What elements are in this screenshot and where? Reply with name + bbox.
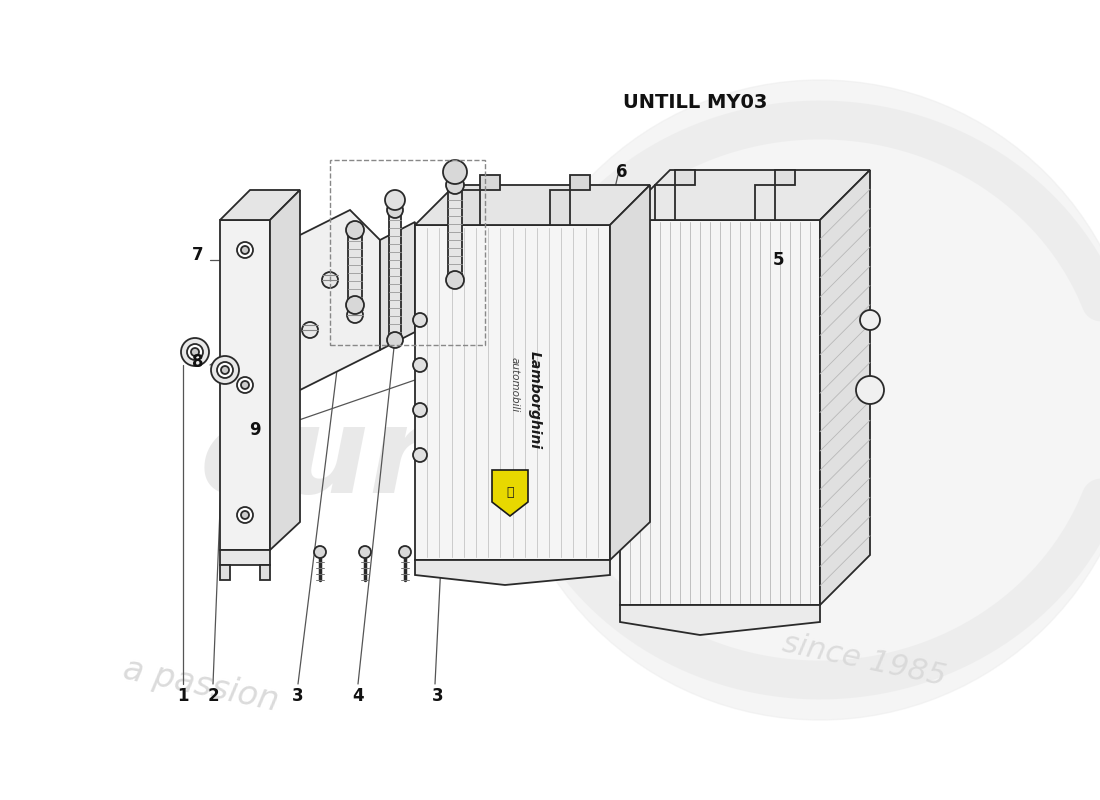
Circle shape [187,344,204,360]
Circle shape [241,381,249,389]
Circle shape [446,176,464,194]
Circle shape [236,377,253,393]
Bar [330,160,485,345]
Text: europ: europ [200,402,602,518]
Text: 1: 1 [177,687,189,705]
Text: 3: 3 [293,687,304,705]
Text: a passion: a passion [120,653,282,718]
Circle shape [412,358,427,372]
Circle shape [236,242,253,258]
Polygon shape [776,170,795,185]
Polygon shape [220,190,300,220]
Circle shape [346,296,364,314]
Polygon shape [654,185,675,220]
Circle shape [500,80,1100,720]
Text: 𝟕: 𝟕 [506,486,514,498]
Circle shape [387,202,403,218]
Text: automobili: automobili [510,358,520,413]
Circle shape [211,356,239,384]
Circle shape [860,310,880,330]
Polygon shape [260,565,270,580]
Text: since 1985: since 1985 [780,629,949,691]
Text: 3: 3 [432,687,443,705]
Polygon shape [570,175,590,190]
Text: 7: 7 [192,246,204,264]
Polygon shape [389,210,402,340]
Circle shape [314,546,326,558]
Text: 6: 6 [616,163,628,181]
Circle shape [385,190,405,210]
Polygon shape [620,170,870,220]
Polygon shape [415,225,610,560]
Circle shape [182,338,209,366]
Circle shape [322,272,338,288]
Polygon shape [610,185,650,560]
Polygon shape [220,565,230,580]
Circle shape [446,271,464,289]
Polygon shape [270,190,300,550]
Polygon shape [492,470,528,516]
Polygon shape [348,230,362,305]
Circle shape [241,511,249,519]
Polygon shape [415,560,610,585]
Polygon shape [460,190,480,225]
Polygon shape [220,550,270,565]
Circle shape [399,546,411,558]
Text: 2: 2 [207,687,219,705]
Circle shape [241,246,249,254]
Polygon shape [550,190,570,225]
Circle shape [856,376,884,404]
Polygon shape [220,220,270,550]
Circle shape [217,362,233,378]
Polygon shape [620,220,820,605]
Circle shape [412,313,427,327]
Circle shape [443,160,468,184]
Text: Lamborghini: Lamborghini [528,351,542,449]
Polygon shape [755,185,775,220]
Polygon shape [448,185,462,280]
Circle shape [236,507,253,523]
Polygon shape [675,170,695,185]
Polygon shape [415,185,650,225]
Circle shape [359,546,371,558]
Text: UNTILL MY03: UNTILL MY03 [623,93,767,111]
Text: 9: 9 [250,421,261,439]
Circle shape [221,366,229,374]
Circle shape [302,322,318,338]
Circle shape [412,403,427,417]
Circle shape [191,348,199,356]
Polygon shape [820,170,870,605]
Circle shape [346,221,364,239]
Circle shape [346,307,363,323]
Text: 4: 4 [352,687,364,705]
Text: 8: 8 [192,353,204,371]
Polygon shape [480,175,501,190]
Text: 5: 5 [772,251,783,269]
Circle shape [412,448,427,462]
Polygon shape [270,210,380,405]
Circle shape [387,332,403,348]
Polygon shape [379,222,415,350]
Polygon shape [620,605,820,635]
